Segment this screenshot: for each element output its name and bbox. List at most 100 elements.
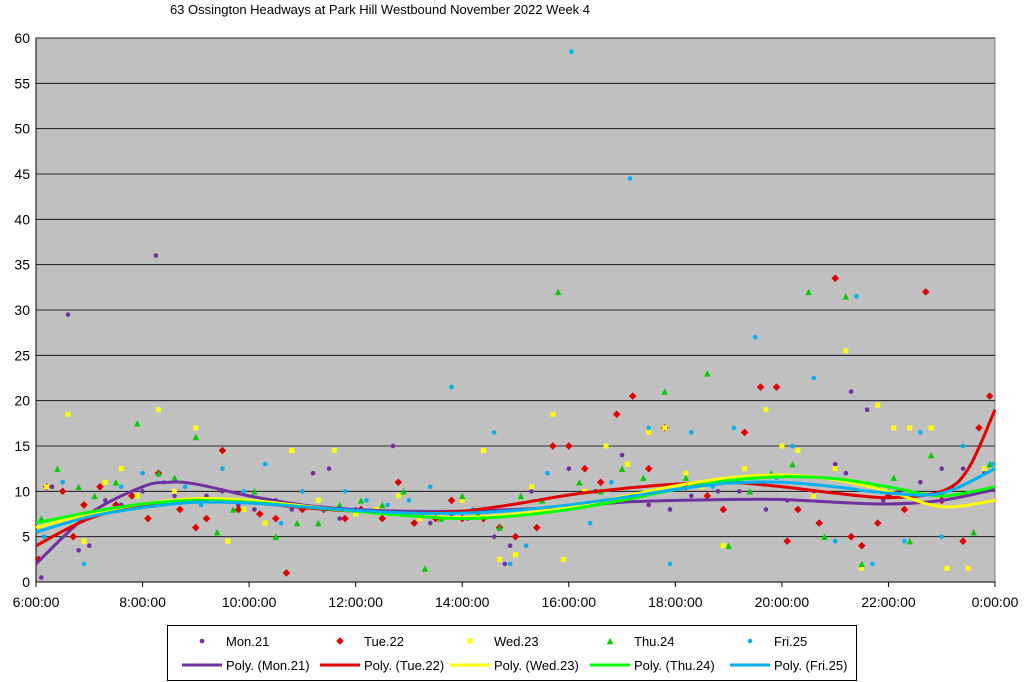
data-point xyxy=(517,492,525,500)
y-tick-label: 10 xyxy=(14,483,30,499)
data-point xyxy=(241,506,247,512)
data-point xyxy=(44,484,50,490)
data-point xyxy=(528,484,534,490)
legend-label: Poly. (Tue.22) xyxy=(364,657,445,673)
data-point xyxy=(378,514,387,523)
data-point xyxy=(96,483,104,491)
data-point xyxy=(315,497,321,503)
data-point xyxy=(661,388,668,395)
data-point xyxy=(523,543,529,549)
data-point xyxy=(960,466,966,471)
data-point xyxy=(884,492,893,500)
data-point xyxy=(496,524,503,531)
data-point xyxy=(229,506,237,513)
data-point xyxy=(985,392,994,400)
data-point xyxy=(502,561,508,567)
legend-marker xyxy=(318,632,362,650)
legend-item: Poly. (Thu.24) xyxy=(588,656,715,674)
data-point xyxy=(112,501,120,509)
data-point xyxy=(627,176,633,181)
data-point xyxy=(683,470,689,476)
data-point xyxy=(385,502,390,508)
data-point xyxy=(682,474,690,481)
data-point xyxy=(331,448,337,454)
legend-line xyxy=(728,656,772,674)
data-point xyxy=(310,470,316,476)
legend-marker xyxy=(588,632,632,650)
data-point xyxy=(491,430,497,435)
data-point xyxy=(315,519,322,527)
data-point xyxy=(715,489,721,494)
x-tick-label: 12:00:00 xyxy=(328,594,383,610)
data-point xyxy=(65,312,71,317)
y-tick-label: 30 xyxy=(14,302,30,318)
data-point xyxy=(564,442,573,450)
legend-line xyxy=(318,656,362,674)
data-point xyxy=(907,425,913,431)
data-point xyxy=(990,461,995,467)
data-point xyxy=(39,575,44,580)
data-point xyxy=(870,561,875,567)
data-point xyxy=(507,561,513,567)
data-point xyxy=(927,451,935,459)
data-point xyxy=(417,516,423,522)
data-point xyxy=(144,514,152,523)
data-point xyxy=(752,334,758,340)
data-point xyxy=(395,493,401,499)
data-point xyxy=(740,428,749,437)
data-point xyxy=(153,253,159,258)
y-tick-label: 45 xyxy=(14,166,30,182)
data-point xyxy=(689,430,694,435)
data-point xyxy=(811,375,817,381)
data-point xyxy=(357,497,365,504)
legend-label: Poly. (Fri.25) xyxy=(774,657,848,673)
data-point xyxy=(756,383,765,391)
data-point xyxy=(533,523,541,532)
data-point xyxy=(554,288,562,296)
data-point xyxy=(864,407,870,413)
data-point xyxy=(975,424,983,432)
data-point xyxy=(252,507,257,512)
data-point xyxy=(75,483,82,490)
data-point xyxy=(763,507,769,512)
data-point xyxy=(364,498,369,503)
data-point xyxy=(725,542,732,549)
data-point xyxy=(156,407,162,413)
data-point xyxy=(720,543,726,549)
data-point xyxy=(406,498,412,503)
series-thu-24 xyxy=(38,288,993,572)
data-point xyxy=(427,484,433,490)
data-point xyxy=(102,479,108,485)
data-point xyxy=(513,552,518,558)
data-point xyxy=(220,466,225,471)
data-point xyxy=(91,492,98,500)
y-tick-label: 25 xyxy=(14,347,30,363)
data-point xyxy=(618,465,626,472)
data-point xyxy=(875,402,881,408)
data-point xyxy=(646,425,651,431)
data-point xyxy=(624,461,630,467)
data-point xyxy=(326,466,332,471)
data-point xyxy=(612,410,621,419)
y-tick-label: 35 xyxy=(14,257,30,273)
trendline-poly-thu-24 xyxy=(35,475,996,525)
data-point xyxy=(342,489,348,494)
y-tick-label: 50 xyxy=(14,121,30,137)
data-point xyxy=(763,407,769,413)
data-point xyxy=(337,516,342,521)
data-point xyxy=(76,547,81,553)
data-point xyxy=(619,452,625,458)
data-point xyxy=(134,493,140,499)
data-point xyxy=(603,443,609,449)
data-point xyxy=(858,560,866,568)
x-tick-label: 20:00:00 xyxy=(755,594,810,610)
data-point xyxy=(49,484,55,490)
data-point xyxy=(459,497,465,503)
data-point xyxy=(193,425,199,431)
data-point xyxy=(644,464,653,473)
data-point xyxy=(783,537,792,545)
data-point xyxy=(80,501,88,509)
legend-label: Mon.21 xyxy=(226,633,270,649)
data-point xyxy=(779,443,785,449)
data-point xyxy=(918,430,923,435)
